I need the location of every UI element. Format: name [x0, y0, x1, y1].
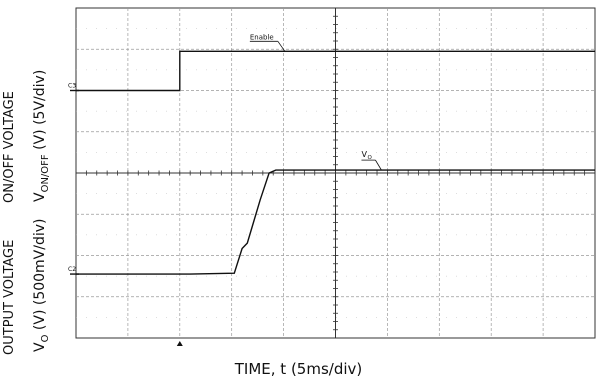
ylabel-onoff-cut: ON/OFF VOLTAGE — [2, 91, 17, 203]
trace-label-vo-leader — [375, 159, 382, 171]
trace-label-vo-sub: O — [367, 155, 372, 161]
ylabel-onoff: VON/OFF (V) (5V/div) — [32, 69, 51, 202]
channel-label-c2: C2 — [68, 266, 76, 273]
trace-label-vo: V — [361, 150, 367, 159]
trigger-marker — [176, 341, 183, 346]
ylabel-output: VO (V) (500mV/div) — [32, 218, 51, 353]
trace-c2 — [76, 169, 595, 275]
channel-label-c3: C3 — [68, 83, 76, 90]
trace-label-enable: Enable — [250, 33, 274, 41]
x-axis-label: TIME, t (5ms/div) — [234, 360, 363, 378]
ylabel-output-cut: OUTPUT VOLTAGE — [2, 239, 17, 355]
trace-c3 — [76, 50, 595, 92]
trace-label-leader — [277, 41, 286, 52]
